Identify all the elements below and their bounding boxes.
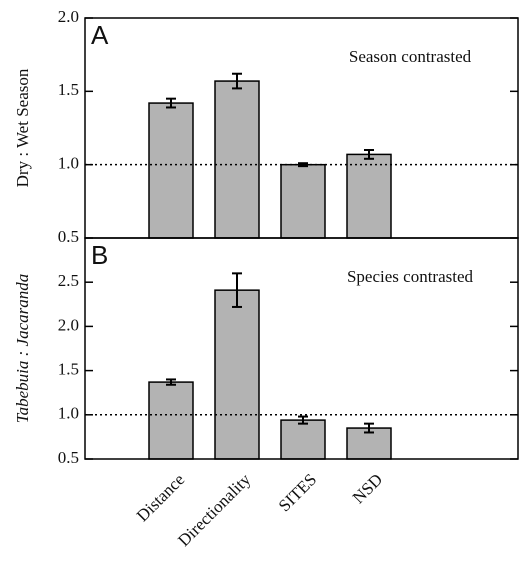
y-tick-label: 0.5 <box>58 227 79 246</box>
bar <box>214 80 260 239</box>
bar <box>214 289 260 460</box>
panel-label: A <box>91 20 109 50</box>
error-bar <box>166 97 176 109</box>
y-tick-label: 2.0 <box>58 315 79 334</box>
y-tick-label: 2.5 <box>58 271 79 290</box>
error-bar <box>166 378 176 386</box>
bar <box>280 163 326 239</box>
x-tick-label: SITES <box>275 470 320 515</box>
annotation: Season contrasted <box>349 47 472 66</box>
bar <box>280 419 326 460</box>
y-axis-label: Dry : Wet Season <box>13 68 32 187</box>
error-bar <box>298 415 308 425</box>
x-tick-label: NSD <box>349 470 386 507</box>
panel-label: B <box>91 240 108 270</box>
error-bar <box>364 422 374 434</box>
y-tick-label: 1.5 <box>58 360 79 379</box>
y-tick-label: 0.5 <box>58 448 79 467</box>
annotation: Species contrasted <box>347 267 474 286</box>
y-tick-label: 2.0 <box>58 7 79 26</box>
plot-frame <box>84 237 519 460</box>
error-bar <box>364 149 374 160</box>
y-tick-label: 1.0 <box>58 404 79 423</box>
x-tick-label: Distance <box>133 470 188 525</box>
y-tick-label: 1.0 <box>58 154 79 173</box>
error-bar <box>298 162 308 168</box>
error-bar <box>232 272 242 308</box>
bar <box>148 381 194 460</box>
y-tick-label: 1.5 <box>58 80 79 99</box>
bar <box>148 102 194 239</box>
error-bar <box>232 72 242 90</box>
y-axis-label: Tabebuia : Jacaranda <box>13 274 32 424</box>
bar <box>346 153 392 239</box>
